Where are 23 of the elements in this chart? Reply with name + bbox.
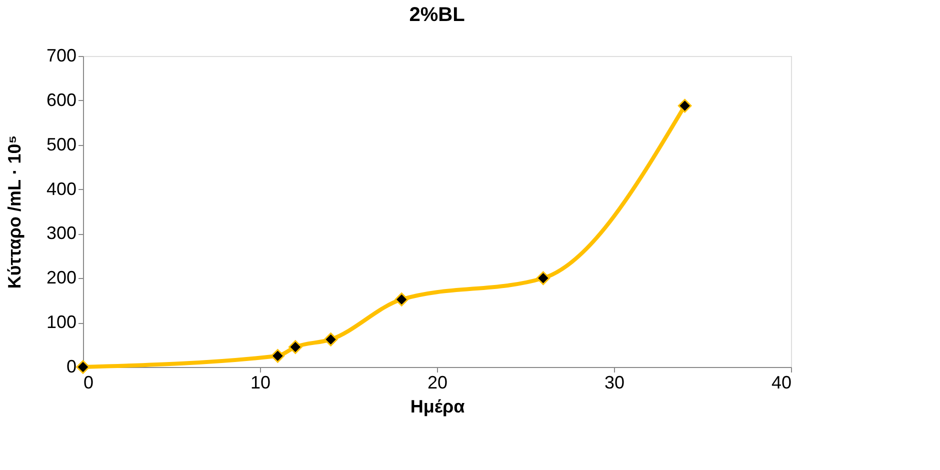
point <box>270 349 285 363</box>
point <box>76 360 90 374</box>
chart-title: 2%BL <box>409 4 465 26</box>
y-tick-label: 600 <box>46 90 76 110</box>
point <box>678 98 692 113</box>
x-tick-label: 30 <box>604 372 625 392</box>
y-tick-label: 400 <box>46 178 76 199</box>
point <box>394 292 408 306</box>
x-tick-label: 10 <box>250 372 271 392</box>
x-tick-label: 40 <box>771 372 792 392</box>
y-tick-label: 500 <box>46 134 76 154</box>
x-axis-title: Ημέρα <box>410 396 465 416</box>
x-tick-label: 20 <box>427 372 448 392</box>
y-tick-label: 0 <box>66 356 76 376</box>
y-tick-label: 700 <box>46 46 76 66</box>
y-tick-label: 100 <box>46 312 76 332</box>
point <box>288 340 302 354</box>
x-tick-label: 0 <box>84 372 94 392</box>
point <box>536 271 550 286</box>
y-tick-label: 200 <box>46 268 76 288</box>
y-tick-label: 300 <box>46 223 76 244</box>
point <box>324 332 338 346</box>
y-axis-title: Κύτταρο /mL · 10⁵ <box>4 135 24 289</box>
